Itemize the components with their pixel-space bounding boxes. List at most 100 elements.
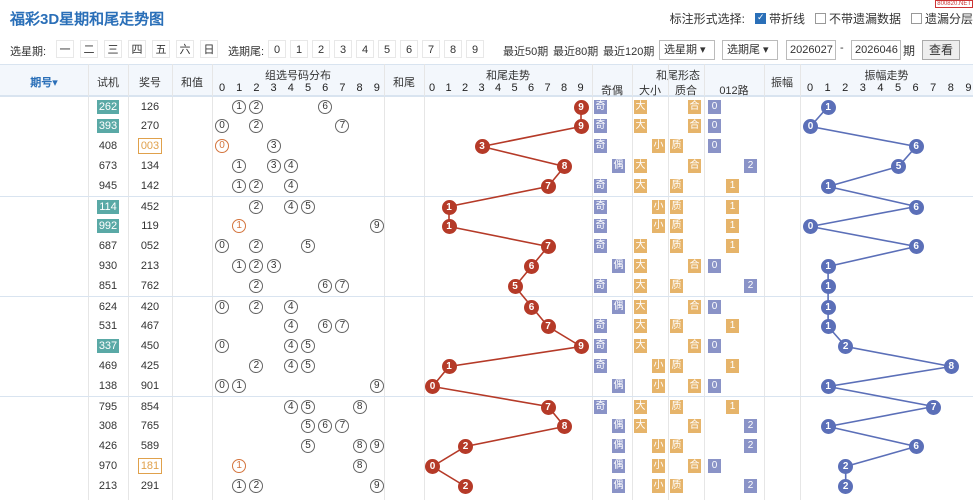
- option-line[interactable]: 带折线: [754, 10, 805, 27]
- tail-button[interactable]: 8: [444, 40, 462, 58]
- prime-tag: 质: [670, 179, 683, 193]
- option-no-missing[interactable]: 不带遗漏数据: [814, 10, 901, 27]
- prize-number: 425: [128, 356, 172, 376]
- tail-button[interactable]: 9: [466, 40, 484, 58]
- sum-value: [172, 476, 212, 496]
- prime-tag: 质: [670, 219, 683, 233]
- weekday-button[interactable]: 二: [80, 40, 98, 58]
- col-group-dist: 组选号码分布: [265, 70, 331, 82]
- group-digit-circle: 8: [352, 400, 367, 414]
- group-digit-circle: 2: [249, 179, 264, 193]
- weekday-button[interactable]: 六: [176, 40, 194, 58]
- query-button[interactable]: 查看: [922, 40, 961, 60]
- weekday-buttons: 一二三四五六日: [56, 40, 218, 58]
- odd-even-tag: 偶: [612, 379, 625, 393]
- header-digit-group: 6: [322, 82, 329, 94]
- road-tag: 0: [708, 119, 721, 133]
- tail-trend-ball: 9: [573, 119, 589, 134]
- odd-even-tag: 偶: [612, 419, 625, 433]
- prize-value: 003: [137, 138, 163, 154]
- date-from-input[interactable]: 2026027: [786, 40, 836, 60]
- odd-even-tag: 偶: [612, 159, 625, 173]
- group-digit-circle: 9: [369, 219, 384, 233]
- issue-number: [0, 397, 88, 417]
- odd-even-tag: 偶: [612, 259, 625, 273]
- group-digit-circle: 5: [301, 439, 315, 453]
- checkbox-icon[interactable]: [814, 13, 826, 24]
- group-digit-circle: 9: [369, 379, 384, 393]
- tail-button[interactable]: 3: [334, 40, 352, 58]
- group-digit-circle: 3: [266, 259, 281, 273]
- tail-value: [384, 136, 424, 156]
- table-row: 337 450 0 4 5 9 奇大合 0 2: [0, 336, 973, 356]
- group-digit-circle: 0: [215, 139, 229, 153]
- table-header: 期号▾ 试机 奖号 和值 组选号码分布 和尾 和尾走势 和尾形态 奇偶 大小 质…: [0, 64, 973, 97]
- tail-trend-ball: 1: [441, 359, 457, 374]
- col-issue[interactable]: 期号▾: [30, 77, 58, 89]
- table-row: 114 452 2 4 5 1 奇 小质 1 6: [0, 196, 973, 216]
- checkbox-checked-icon[interactable]: [754, 12, 766, 24]
- issue-number: [0, 197, 88, 217]
- group-digit-circle: 6: [318, 319, 333, 333]
- tail-button[interactable]: 6: [400, 40, 418, 58]
- prime-tag: 合: [688, 259, 701, 273]
- tail-button[interactable]: 5: [378, 40, 396, 58]
- trial-value: 114: [97, 200, 119, 214]
- checkbox-icon[interactable]: [910, 13, 922, 24]
- trial-number: 970: [88, 456, 128, 476]
- tail-button[interactable]: 0: [268, 40, 286, 58]
- weekday-button[interactable]: 四: [128, 40, 146, 58]
- column-divider: [632, 64, 633, 500]
- big-small-tag: 大: [634, 100, 647, 114]
- header-digit-group: 8: [356, 82, 363, 94]
- weekday-button[interactable]: 一: [56, 40, 74, 58]
- tail-button[interactable]: 7: [422, 40, 440, 58]
- prime-tag: 质: [670, 139, 683, 153]
- weekday-button[interactable]: 五: [152, 40, 170, 58]
- option-missing-layer-label: 遗漏分层: [924, 12, 973, 26]
- label-style-label: 标注形式选择:: [669, 12, 745, 26]
- group-digit-circle: 2: [249, 359, 264, 373]
- header-digit-group: 0: [218, 82, 226, 94]
- prize-value: 134: [140, 160, 160, 172]
- tail-button[interactable]: 2: [312, 40, 330, 58]
- recent-80[interactable]: 最近80期: [553, 46, 599, 58]
- tail-value: [384, 236, 424, 256]
- recent-50[interactable]: 最近50期: [503, 46, 549, 58]
- tail-value: [384, 97, 424, 117]
- col-prime: 质合: [675, 85, 697, 97]
- table-row: 851 762 2 6 7 5 奇 大 质 2 1: [0, 276, 973, 296]
- trial-value: 138: [98, 380, 118, 392]
- header-digit-group: 4: [287, 82, 294, 94]
- tail-value: [384, 297, 424, 317]
- option-missing-layer[interactable]: 遗漏分层: [910, 10, 973, 27]
- group-digit-circle: 1: [232, 100, 247, 114]
- tail-value: [384, 116, 424, 136]
- issue-number: [0, 116, 88, 136]
- tail-button[interactable]: 1: [290, 40, 308, 58]
- tail-button[interactable]: 4: [356, 40, 374, 58]
- trial-value: 337: [96, 339, 120, 353]
- big-small-tag: 小: [652, 379, 665, 393]
- group-digit-circle: 5: [301, 419, 315, 433]
- odd-even-tag: 奇: [594, 219, 607, 233]
- issue-number: [0, 376, 88, 396]
- watermark: 800820.NET: [935, 0, 973, 8]
- table-row: 308 765 5 6 7 8 偶大 合 2 1: [0, 416, 973, 436]
- col-tail: 和尾: [393, 77, 415, 89]
- prime-tag: 合: [688, 119, 701, 133]
- recent-120[interactable]: 最近120期: [603, 46, 655, 58]
- tail-value: [384, 436, 424, 456]
- trial-number: 687: [88, 236, 128, 256]
- weekday-button[interactable]: 日: [200, 40, 218, 58]
- weekday-button[interactable]: 三: [104, 40, 122, 58]
- prime-tag: 合: [688, 379, 701, 393]
- label-style-options: 标注形式选择: 带折线 不带遗漏数据 遗漏分层: [670, 10, 973, 27]
- select-tail[interactable]: 选期尾 ▾: [722, 40, 778, 60]
- big-small-tag: 大: [634, 179, 647, 193]
- select-weekday[interactable]: 选星期 ▾: [659, 40, 715, 60]
- big-small-tag: 大: [634, 300, 647, 314]
- odd-even-tag: 偶: [612, 439, 625, 453]
- date-to-input[interactable]: 2026046: [851, 40, 901, 60]
- prime-tag: 质: [670, 359, 683, 373]
